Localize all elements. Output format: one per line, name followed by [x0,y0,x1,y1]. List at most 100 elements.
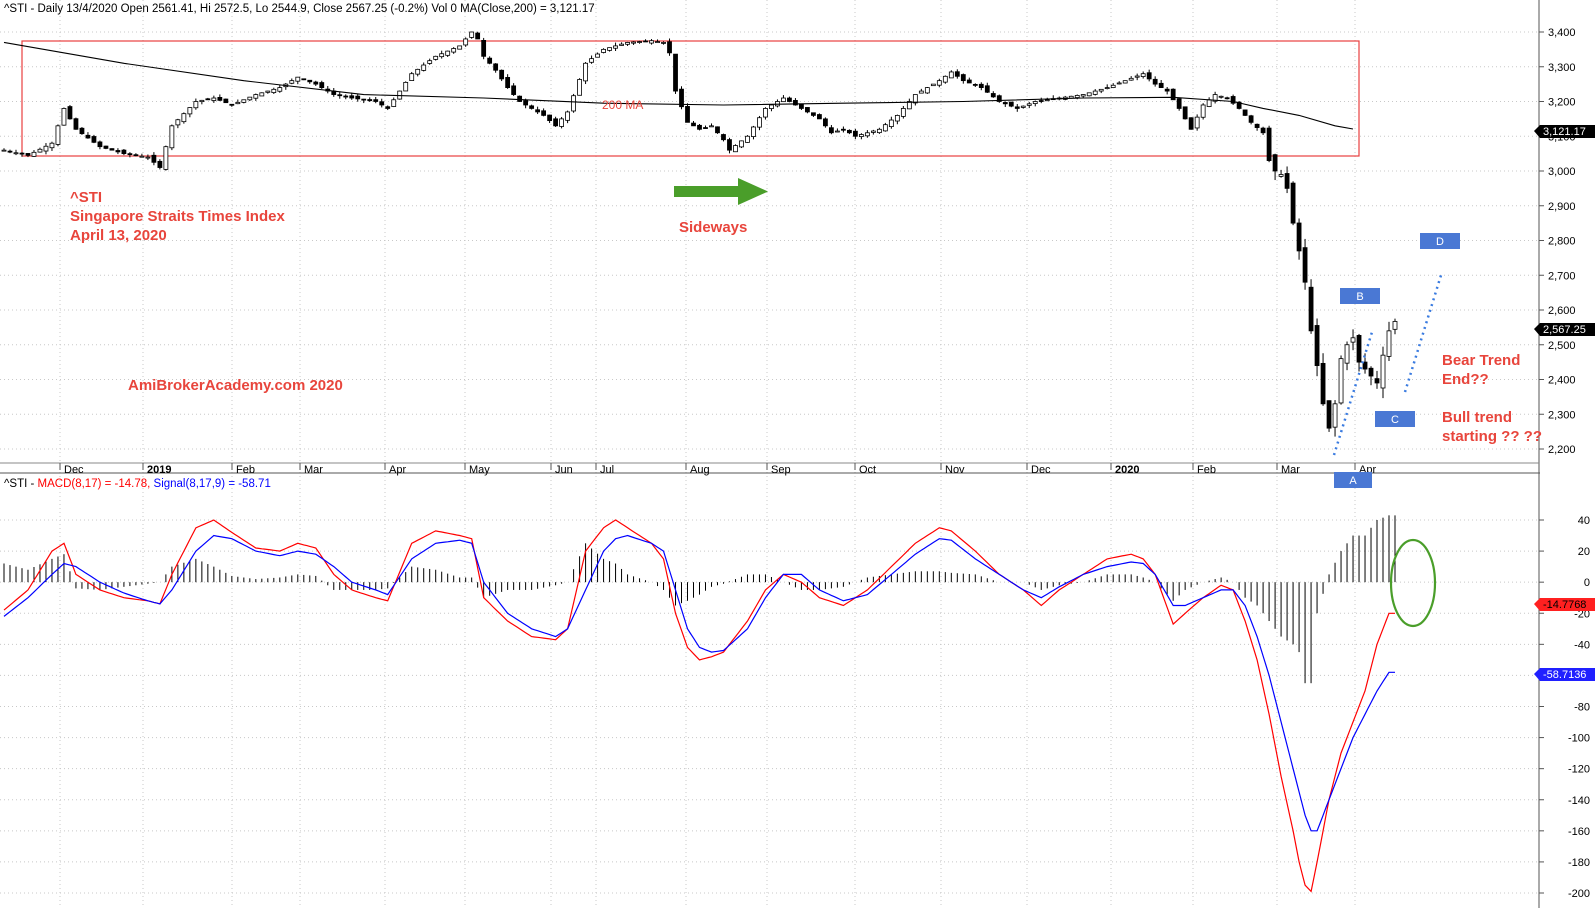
date-tick-label: Feb [236,464,255,476]
price-tick-label: 2,200 [1548,444,1576,456]
candle [703,125,708,129]
signal-value-text: -58.7136 [1543,669,1586,681]
candle [577,78,582,96]
candle [19,152,25,157]
candle [313,80,319,86]
date-tick-label: Jun [555,464,573,476]
index-title-name: Singapore Straits Times Index [70,208,285,225]
candle [655,39,660,44]
candle [121,149,127,156]
candle [691,120,696,127]
macd-value-text: -14.7768 [1543,599,1586,611]
price-tick-label: 2,500 [1548,340,1576,352]
candle [199,99,205,105]
candle [1350,329,1356,351]
candle [55,124,61,147]
signal-value-tag: -58.7136 [1534,668,1595,681]
candle [846,129,852,135]
candle [49,141,55,151]
candle [295,76,301,85]
candle [589,55,594,64]
date-tick-label: Jul [600,464,614,476]
candle [259,92,265,97]
candle [1140,71,1146,79]
candle [511,83,517,96]
candle [31,150,37,157]
date-tick-label: Apr [389,464,406,476]
candle [643,39,648,43]
sideways-range-box [21,40,1360,157]
candle [271,87,277,95]
candle [1302,238,1308,290]
candle [265,90,271,94]
candle [667,38,672,56]
candle [1092,89,1098,96]
candle [924,86,930,94]
candle [277,85,283,93]
bear-trend-label-1: Bear Trend [1442,352,1520,369]
candle [475,31,481,40]
candle [493,63,499,73]
candle [1242,109,1248,117]
candle [133,153,139,157]
candle [840,126,846,133]
candle [1368,366,1374,386]
candle [1212,91,1218,104]
candle [852,128,858,140]
signal-info-value: Signal(8,17,9) = -58.71 [150,478,271,490]
candle [984,82,990,94]
candle [181,112,187,124]
date-tick-label: May [469,464,490,476]
candle [79,127,85,135]
candle [781,95,786,103]
candlestick-series [1,31,1398,437]
candle [1176,97,1182,111]
candle [685,103,690,123]
candle [391,97,397,108]
macd-tick-label: 40 [1578,515,1590,527]
macd-value-tag: -14.7768 [1534,598,1595,611]
candle [1182,106,1188,120]
close-value-tag: 2,567.25 [1534,323,1595,336]
candle [73,117,79,130]
candle [97,140,103,150]
index-title-symbol: ^STI [70,189,102,206]
macd-tick-label: 0 [1584,577,1590,589]
candle [1020,105,1026,109]
candle [1170,88,1176,101]
candle [211,95,217,103]
candle [145,154,151,161]
candle [151,152,157,166]
candle [1272,153,1278,181]
candle [535,106,541,115]
candle [1266,125,1272,163]
candle [61,107,67,126]
candle [109,148,115,151]
candle [613,42,618,52]
macd-tick-label: -120 [1568,764,1590,776]
candle [631,41,636,45]
candle [103,145,109,150]
candle [223,98,229,104]
candle [343,94,349,100]
candle [739,140,744,149]
candle [1134,73,1140,81]
candle [1338,355,1344,405]
candle [1296,218,1302,260]
candle [876,127,882,134]
candle [115,148,121,155]
candle [960,73,966,84]
candle [763,107,768,120]
candle [439,50,445,59]
date-tick-label: Nov [945,464,965,476]
candle [361,98,367,104]
candle [547,114,553,124]
candle [367,97,373,102]
candle [241,99,247,104]
candle [1,148,7,152]
candle [85,132,91,139]
macd-tick-label: -80 [1574,702,1590,714]
candle [661,41,666,45]
candle [709,123,714,128]
candle [1098,88,1104,94]
